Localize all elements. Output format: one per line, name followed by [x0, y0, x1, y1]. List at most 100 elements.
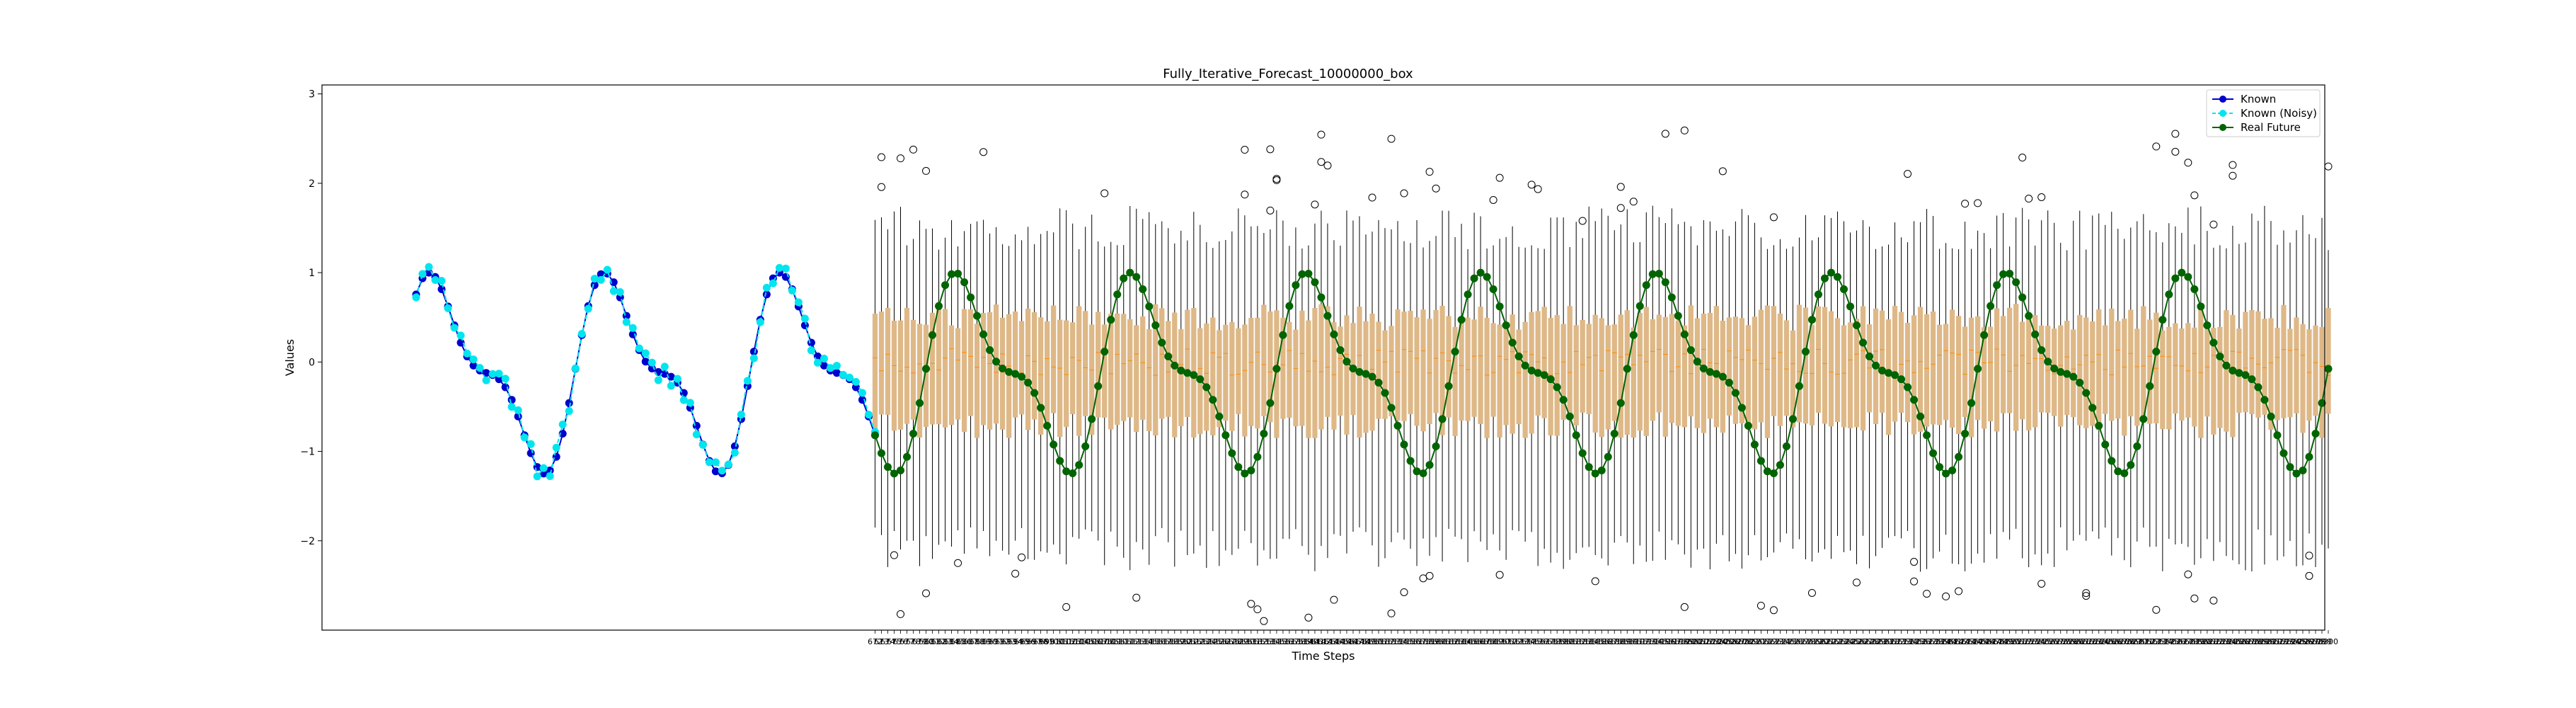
x-tick-label: 6245 — [1968, 637, 1988, 646]
boxplot — [2249, 213, 2255, 572]
boxplot — [1408, 243, 1413, 549]
x-tick-label: 6136 — [1273, 637, 1293, 646]
series-point — [1247, 466, 1255, 474]
box-body — [2077, 314, 2083, 426]
boxplot — [1471, 212, 1477, 532]
boxplot — [1605, 215, 1611, 566]
box-body — [2268, 318, 2274, 430]
boxplot — [1045, 231, 1050, 553]
x-tick-label: 6195 — [1649, 637, 1669, 646]
x-tick-label: 6256 — [2038, 637, 2058, 646]
x-tick-label: 6106 — [1082, 637, 1102, 646]
series-point — [800, 314, 809, 323]
x-tick-label: 6108 — [1095, 637, 1115, 646]
series-point — [832, 369, 841, 377]
series-point — [928, 331, 937, 339]
boxplot — [1241, 146, 1249, 531]
boxplot — [1955, 249, 1963, 595]
boxplot — [1718, 167, 1727, 535]
series-point — [1929, 449, 1938, 457]
boxplot — [916, 220, 923, 566]
series-point — [1923, 431, 1931, 440]
x-tick-label: 6241 — [1943, 637, 1962, 646]
x-tick-label: 6254 — [2025, 637, 2045, 646]
x-tick-label: 6292 — [2267, 637, 2287, 646]
boxplot — [1994, 215, 2000, 559]
x-tick-label: 6288 — [2242, 637, 2262, 646]
x-tick-label: 683 — [938, 637, 953, 646]
x-tick-label: 6271 — [2134, 637, 2154, 646]
series-point — [1476, 268, 1485, 277]
boxplot — [1495, 173, 1504, 579]
box-body — [1146, 329, 1152, 431]
series-point — [1413, 467, 1421, 476]
box-body — [891, 320, 897, 431]
box-body — [1911, 315, 1917, 435]
series-point — [425, 268, 433, 277]
x-tick-label: 6126 — [1209, 637, 1229, 646]
box-body — [2115, 321, 2121, 419]
box-body — [1089, 324, 1095, 435]
series-point — [1833, 273, 1841, 281]
boxplot — [1311, 200, 1319, 571]
series-point — [2318, 399, 2326, 407]
box-body — [967, 309, 974, 416]
box-body — [2096, 309, 2102, 430]
series-point — [1731, 389, 1740, 397]
boxplot — [1132, 208, 1141, 602]
box-body — [1637, 312, 1643, 431]
box-body — [1917, 307, 1924, 432]
boxplot — [1159, 221, 1165, 528]
boxplot — [1629, 198, 1638, 564]
box-body — [929, 312, 936, 425]
boxplot — [1459, 224, 1464, 539]
x-tick-label: 6216 — [1783, 637, 1802, 646]
x-tick-label: 6297 — [2299, 637, 2319, 646]
boxplot — [1266, 145, 1275, 559]
x-tick-label: 6202 — [1694, 637, 1713, 646]
series-point — [2082, 389, 2091, 397]
series-point — [1546, 375, 1555, 384]
box-body — [1414, 317, 1420, 426]
box-body — [2306, 329, 2312, 421]
box-outlier — [1432, 184, 1440, 193]
x-tick-label: 6109 — [1101, 637, 1121, 646]
box-body — [1115, 313, 1120, 425]
legend-entry-real-future: Real Future — [2212, 121, 2301, 134]
series-point — [1444, 382, 1453, 390]
series-point — [1285, 302, 1294, 310]
boxplot — [1260, 233, 1268, 625]
box-body — [1949, 309, 1955, 428]
box-body — [1318, 304, 1324, 430]
box-outlier — [1616, 183, 1625, 191]
series-point — [1190, 371, 1198, 379]
x-tick-label: 6289 — [2248, 637, 2268, 646]
box-body — [1592, 314, 1598, 433]
x-tick-label: 6137 — [1280, 637, 1299, 646]
series-point — [807, 346, 815, 355]
boxplot — [1968, 249, 1974, 564]
boxplot — [1115, 245, 1120, 547]
box-body — [1694, 318, 1700, 428]
x-tick-label: 6169 — [1483, 637, 1503, 646]
box-outlier — [1100, 189, 1109, 198]
box-body — [1006, 314, 1012, 438]
series-point — [1763, 467, 1771, 476]
box-body — [1809, 324, 1815, 426]
series-point — [858, 389, 866, 397]
series-point — [1298, 270, 1306, 278]
series-point — [2120, 469, 2129, 477]
series-known — [412, 268, 879, 478]
boxplot — [1661, 130, 1669, 560]
box-body — [2198, 305, 2204, 438]
boxplot — [1892, 222, 1898, 537]
box-body — [1388, 326, 1394, 416]
box-body — [1860, 306, 1866, 430]
x-tick-label: 6213 — [1764, 637, 1783, 646]
boxplot — [2141, 214, 2146, 528]
boxplot — [1432, 184, 1440, 537]
box-outlier — [1062, 603, 1071, 611]
series-point — [1234, 463, 1243, 472]
box-body — [904, 307, 910, 424]
series-point — [2324, 365, 2333, 373]
